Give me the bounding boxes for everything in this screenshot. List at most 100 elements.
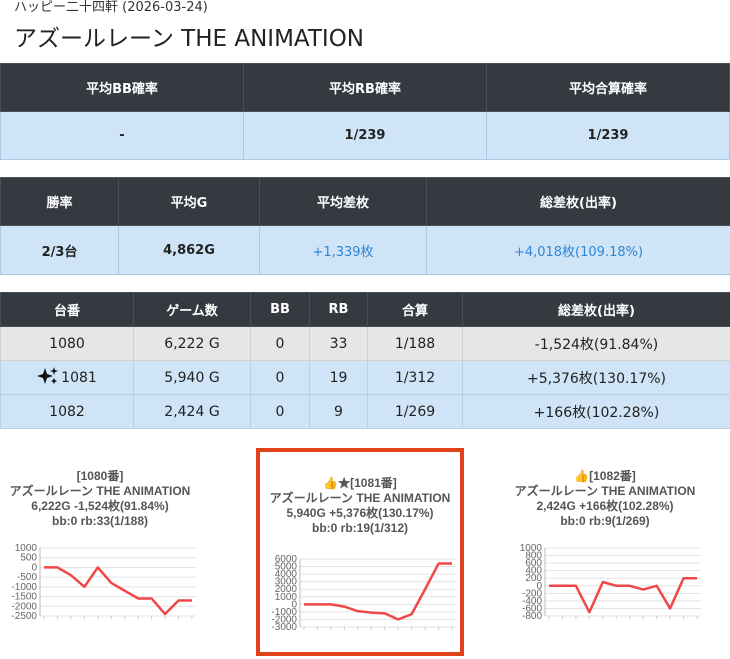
card-result: 2,424G +166枚(102.28%) bbox=[536, 499, 674, 513]
card-bonus: bb:0 rb:19(1/312) bbox=[311, 521, 409, 535]
table-row[interactable]: 1082 2,424 G 0 9 1/269 +166枚(102.28%) bbox=[0, 394, 730, 429]
header-win-rate: 勝率 bbox=[0, 177, 119, 226]
sparkle-icon bbox=[37, 366, 59, 390]
card-header: 👍[1082番] アズールレーン THE ANIMATION 2,424G +1… bbox=[505, 446, 705, 529]
y-tick-label: -2000 bbox=[11, 601, 37, 612]
col-combined[interactable]: 合算 bbox=[367, 292, 463, 327]
value-avg-bb: - bbox=[0, 111, 244, 160]
cell-games: 2,424 G bbox=[133, 394, 251, 429]
value-win-rate: 2/3台 bbox=[0, 225, 119, 275]
card-machine-label: 👍[1082番] bbox=[574, 469, 636, 483]
card-header: [1080番] アズールレーン THE ANIMATION 6,222G -1,… bbox=[0, 446, 200, 529]
cell-machine-number: 1080 bbox=[0, 326, 134, 361]
y-tick-label: 1000 bbox=[15, 543, 38, 554]
cell-combined: 1/188 bbox=[367, 326, 463, 361]
y-tick-label: 500 bbox=[20, 553, 37, 564]
col-games[interactable]: ゲーム数 bbox=[133, 292, 251, 327]
page-title: アズールレーン THE ANIMATION bbox=[14, 26, 365, 52]
cell-rb: 19 bbox=[309, 360, 368, 395]
y-tick-label: -3000 bbox=[271, 622, 297, 633]
y-tick-label: 1000 bbox=[520, 543, 543, 554]
cell-games: 5,940 G bbox=[133, 360, 251, 395]
value-avg-rb: 1/239 bbox=[243, 111, 487, 160]
y-tick-label: 200 bbox=[525, 573, 542, 584]
cell-bb: 0 bbox=[250, 326, 310, 361]
y-tick-label: -1500 bbox=[11, 592, 37, 603]
card-result: 6,222G -1,524枚(91.84%) bbox=[31, 499, 169, 513]
y-tick-label: -2000 bbox=[271, 614, 297, 625]
y-tick-label: -2500 bbox=[11, 611, 37, 622]
series-line bbox=[304, 562, 452, 621]
cell-bb: 0 bbox=[250, 360, 310, 395]
y-tick-label: 800 bbox=[525, 551, 542, 562]
summary-table-results: 勝率 平均G 平均差枚 総差枚(出率) 2/3台 4,862G +1,339枚 … bbox=[0, 177, 730, 275]
series-line bbox=[549, 576, 697, 614]
col-bb[interactable]: BB bbox=[250, 292, 310, 327]
col-rb[interactable]: RB bbox=[309, 292, 368, 327]
card-header: 👍★[1081番] アズールレーン THE ANIMATION 5,940G +… bbox=[260, 452, 460, 536]
series-line bbox=[44, 566, 192, 616]
cell-total-diff: +5,376枚(130.17%) bbox=[462, 360, 730, 395]
machine-table: 台番 ゲーム数 BB RB 合算 総差枚(出率) 1080 6,222 G 0 … bbox=[0, 292, 730, 429]
header-avg-bb: 平均BB確率 bbox=[0, 63, 244, 112]
y-tick-label: 0 bbox=[536, 581, 542, 592]
header-avg-combined: 平均合算確率 bbox=[486, 63, 730, 112]
summary-table-probability: 平均BB確率 平均RB確率 平均合算確率 - 1/239 1/239 bbox=[0, 63, 730, 160]
chart-card-1081[interactable]: 👍★[1081番] アズールレーン THE ANIMATION 5,940G +… bbox=[256, 448, 464, 656]
header-avg-rb: 平均RB確率 bbox=[243, 63, 487, 112]
y-tick-label: 3000 bbox=[275, 577, 298, 588]
card-bonus: bb:0 rb:33(1/188) bbox=[51, 514, 149, 528]
y-tick-label: 5000 bbox=[275, 562, 298, 573]
chart-card-1082[interactable]: 👍[1082番] アズールレーン THE ANIMATION 2,424G +1… bbox=[505, 446, 705, 644]
table-row[interactable]: 1080 6,222 G 0 33 1/188 -1,524枚(91.84%) bbox=[0, 326, 730, 361]
breadcrumb: ハッピー二十四軒 (2026-03-24) bbox=[14, 0, 208, 15]
cell-combined: 1/312 bbox=[367, 360, 463, 395]
y-tick-label: -400 bbox=[522, 596, 542, 607]
cell-machine-number: 1082 bbox=[0, 394, 134, 429]
cell-rb: 9 bbox=[309, 394, 368, 429]
card-game-title: アズールレーン THE ANIMATION bbox=[9, 484, 191, 498]
card-game-title: アズールレーン THE ANIMATION bbox=[269, 491, 451, 505]
cell-total-diff: +166枚(102.28%) bbox=[462, 394, 730, 429]
col-machine-number[interactable]: 台番 bbox=[0, 292, 134, 327]
cell-total-diff: -1,524枚(91.84%) bbox=[462, 326, 730, 361]
chart-card-1080[interactable]: [1080番] アズールレーン THE ANIMATION 6,222G -1,… bbox=[0, 446, 200, 644]
y-tick-label: 4000 bbox=[275, 569, 298, 580]
machine-number-text: 1081 bbox=[61, 369, 97, 386]
value-avg-diff: +1,339枚 bbox=[259, 225, 427, 275]
value-total-diff: +4,018枚(109.18%) bbox=[426, 225, 730, 275]
header-avg-games: 平均G bbox=[118, 177, 260, 226]
cell-bb: 0 bbox=[250, 394, 310, 429]
card-machine-label: [1080番] bbox=[76, 469, 124, 483]
y-tick-label: -1000 bbox=[11, 582, 37, 593]
cell-combined: 1/269 bbox=[367, 394, 463, 429]
y-tick-label: 400 bbox=[525, 566, 542, 577]
y-tick-label: -500 bbox=[17, 572, 37, 583]
header-total-diff: 総差枚(出率) bbox=[426, 177, 730, 226]
value-avg-games: 4,862G bbox=[118, 225, 260, 275]
y-tick-label: -1000 bbox=[271, 607, 297, 618]
y-tick-label: -600 bbox=[522, 603, 542, 614]
cell-rb: 33 bbox=[309, 326, 368, 361]
col-total-diff[interactable]: 総差枚(出率) bbox=[462, 292, 730, 327]
y-tick-label: 2000 bbox=[275, 584, 298, 595]
y-tick-label: 1000 bbox=[275, 592, 298, 603]
card-result: 5,940G +5,376枚(130.17%) bbox=[286, 506, 434, 520]
y-tick-label: -800 bbox=[522, 611, 542, 622]
cell-games: 6,222 G bbox=[133, 326, 251, 361]
cell-machine-number: 1081 bbox=[0, 360, 134, 395]
y-tick-label: -200 bbox=[522, 588, 542, 599]
y-tick-label: 0 bbox=[31, 562, 37, 573]
y-tick-label: 6000 bbox=[275, 554, 298, 565]
header-avg-diff: 平均差枚 bbox=[259, 177, 427, 226]
card-machine-label: 👍★[1081番] bbox=[323, 476, 397, 490]
y-tick-label: 600 bbox=[525, 558, 542, 569]
card-game-title: アズールレーン THE ANIMATION bbox=[514, 484, 696, 498]
value-avg-combined: 1/239 bbox=[486, 111, 730, 160]
table-row[interactable]: 1081 5,940 G 0 19 1/312 +5,376枚(130.17%) bbox=[0, 360, 730, 395]
card-bonus: bb:0 rb:9(1/269) bbox=[560, 514, 650, 528]
y-tick-label: 0 bbox=[291, 599, 297, 610]
